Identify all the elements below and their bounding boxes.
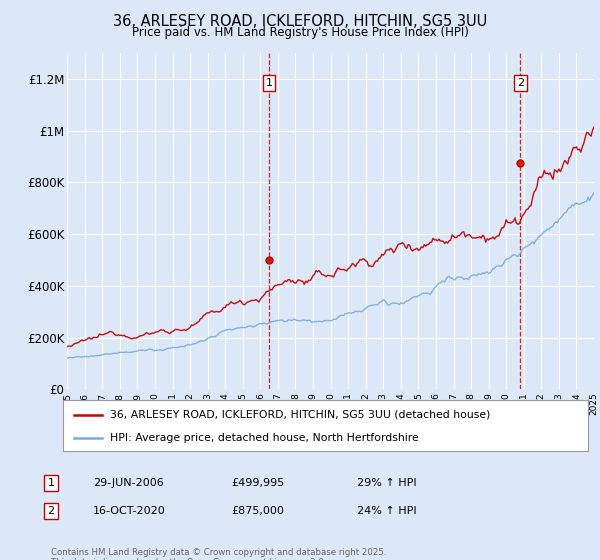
Text: 2: 2 (47, 506, 55, 516)
Text: Contains HM Land Registry data © Crown copyright and database right 2025.
This d: Contains HM Land Registry data © Crown c… (51, 548, 386, 560)
Text: £875,000: £875,000 (231, 506, 284, 516)
Text: Price paid vs. HM Land Registry's House Price Index (HPI): Price paid vs. HM Land Registry's House … (131, 26, 469, 39)
Text: 1: 1 (47, 478, 55, 488)
Text: 36, ARLESEY ROAD, ICKLEFORD, HITCHIN, SG5 3UU: 36, ARLESEY ROAD, ICKLEFORD, HITCHIN, SG… (113, 14, 487, 29)
Text: 1: 1 (266, 78, 272, 88)
Text: 2: 2 (517, 78, 524, 88)
Text: £499,995: £499,995 (231, 478, 284, 488)
Text: HPI: Average price, detached house, North Hertfordshire: HPI: Average price, detached house, Nort… (110, 433, 419, 443)
Text: 24% ↑ HPI: 24% ↑ HPI (357, 506, 416, 516)
Text: 16-OCT-2020: 16-OCT-2020 (93, 506, 166, 516)
Text: 29% ↑ HPI: 29% ↑ HPI (357, 478, 416, 488)
Text: 29-JUN-2006: 29-JUN-2006 (93, 478, 164, 488)
Text: 36, ARLESEY ROAD, ICKLEFORD, HITCHIN, SG5 3UU (detached house): 36, ARLESEY ROAD, ICKLEFORD, HITCHIN, SG… (110, 409, 491, 419)
